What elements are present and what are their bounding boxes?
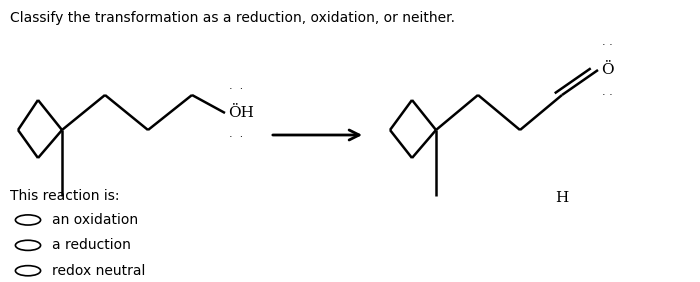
Text: H: H xyxy=(555,191,568,205)
Text: redox neutral: redox neutral xyxy=(52,264,146,278)
Text: · ·: · · xyxy=(601,90,612,100)
Text: This reaction is:: This reaction is: xyxy=(10,189,120,203)
Text: Ö: Ö xyxy=(601,63,614,77)
Text: · ·: · · xyxy=(601,39,612,50)
Text: Classify the transformation as a reduction, oxidation, or neither.: Classify the transformation as a reducti… xyxy=(10,11,456,25)
Text: ÖH: ÖH xyxy=(228,106,254,120)
Text: ·  ·: · · xyxy=(228,132,243,142)
Text: a reduction: a reduction xyxy=(52,238,132,252)
Text: an oxidation: an oxidation xyxy=(52,213,139,227)
Text: ·  ·: · · xyxy=(228,84,243,94)
